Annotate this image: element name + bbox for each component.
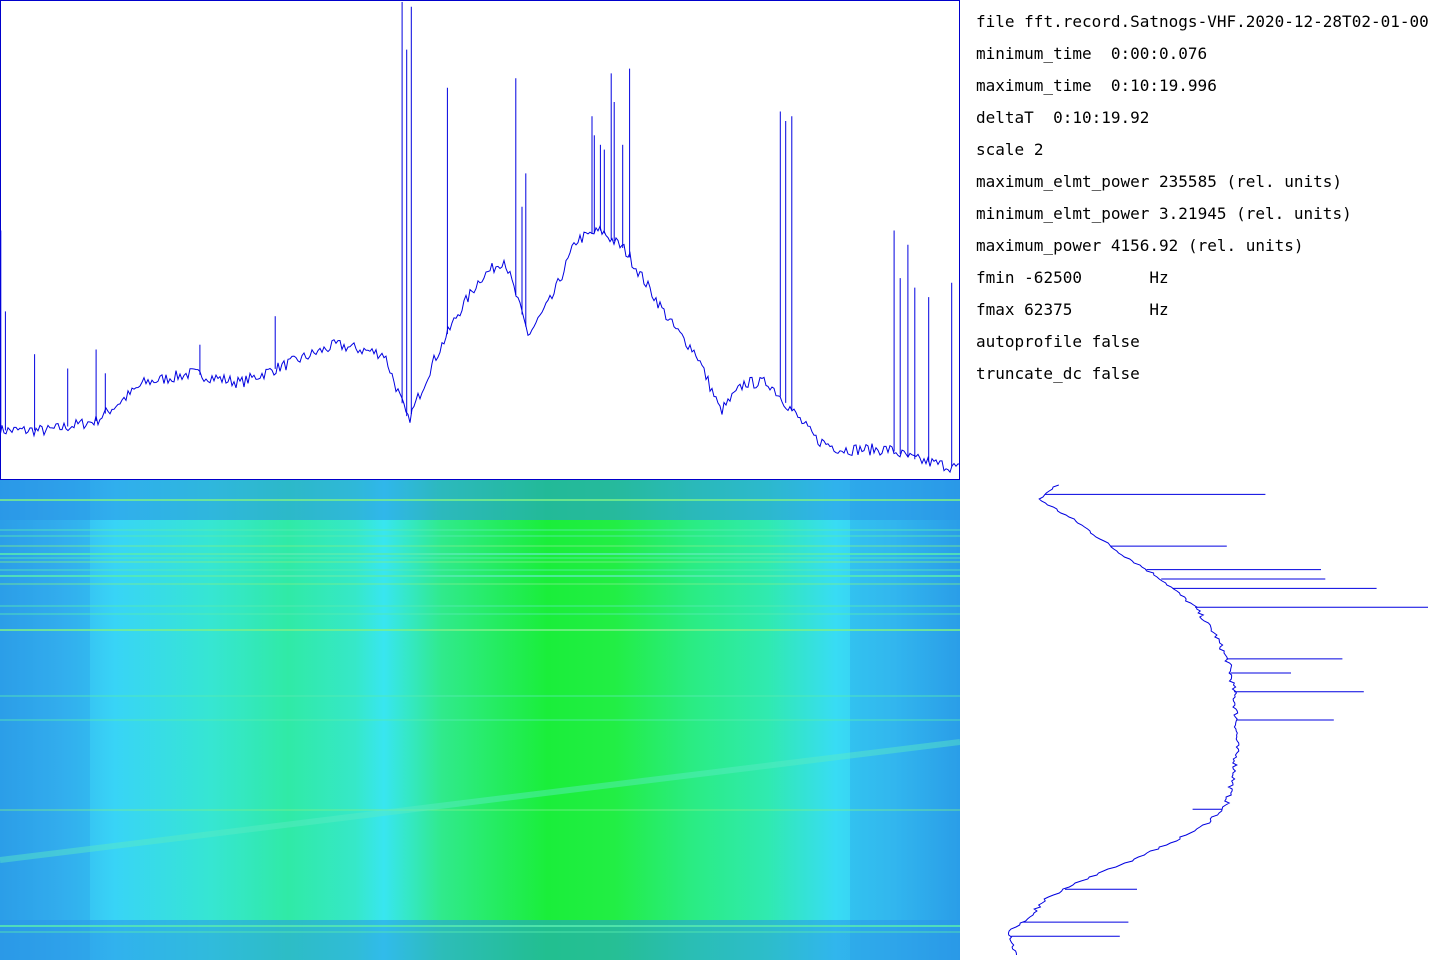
info-scale-line: scale 2	[976, 140, 1044, 159]
spectrum-plot	[0, 0, 960, 480]
waterfall-drift-line	[0, 739, 960, 863]
info-truncate-dc-line: truncate_dc false	[976, 364, 1140, 383]
time-profile-plot	[1007, 484, 1428, 956]
spectrum-trace	[0, 224, 960, 474]
info-panel: file fft.record.Satnogs-VHF.2020-12-28T0…	[976, 10, 1440, 410]
info-min-elmt-power-line: minimum_elmt_power 3.21945 (rel. units)	[976, 204, 1352, 223]
info-file-line: file fft.record.Satnogs-VHF.2020-12-28T0…	[976, 12, 1429, 31]
waterfall-overlay	[0, 480, 960, 960]
spectrum-frame	[0, 0, 960, 480]
info-fmin-line: fmin -62500 Hz	[976, 268, 1169, 287]
info-max-elmt-power-line: maximum_elmt_power 235585 (rel. units)	[976, 172, 1343, 191]
time-profile-trace	[1007, 484, 1240, 956]
info-deltat-line: deltaT 0:10:19.92	[976, 108, 1150, 127]
info-fmax-line: fmax 62375 Hz	[976, 300, 1169, 319]
info-maximum-time-line: maximum_time 0:10:19.996	[976, 76, 1217, 95]
info-max-power-line: maximum_power 4156.92 (rel. units)	[976, 236, 1304, 255]
info-minimum-time-line: minimum_time 0:00:0.076	[976, 44, 1208, 63]
info-autoprofile-line: autoprofile false	[976, 332, 1140, 351]
